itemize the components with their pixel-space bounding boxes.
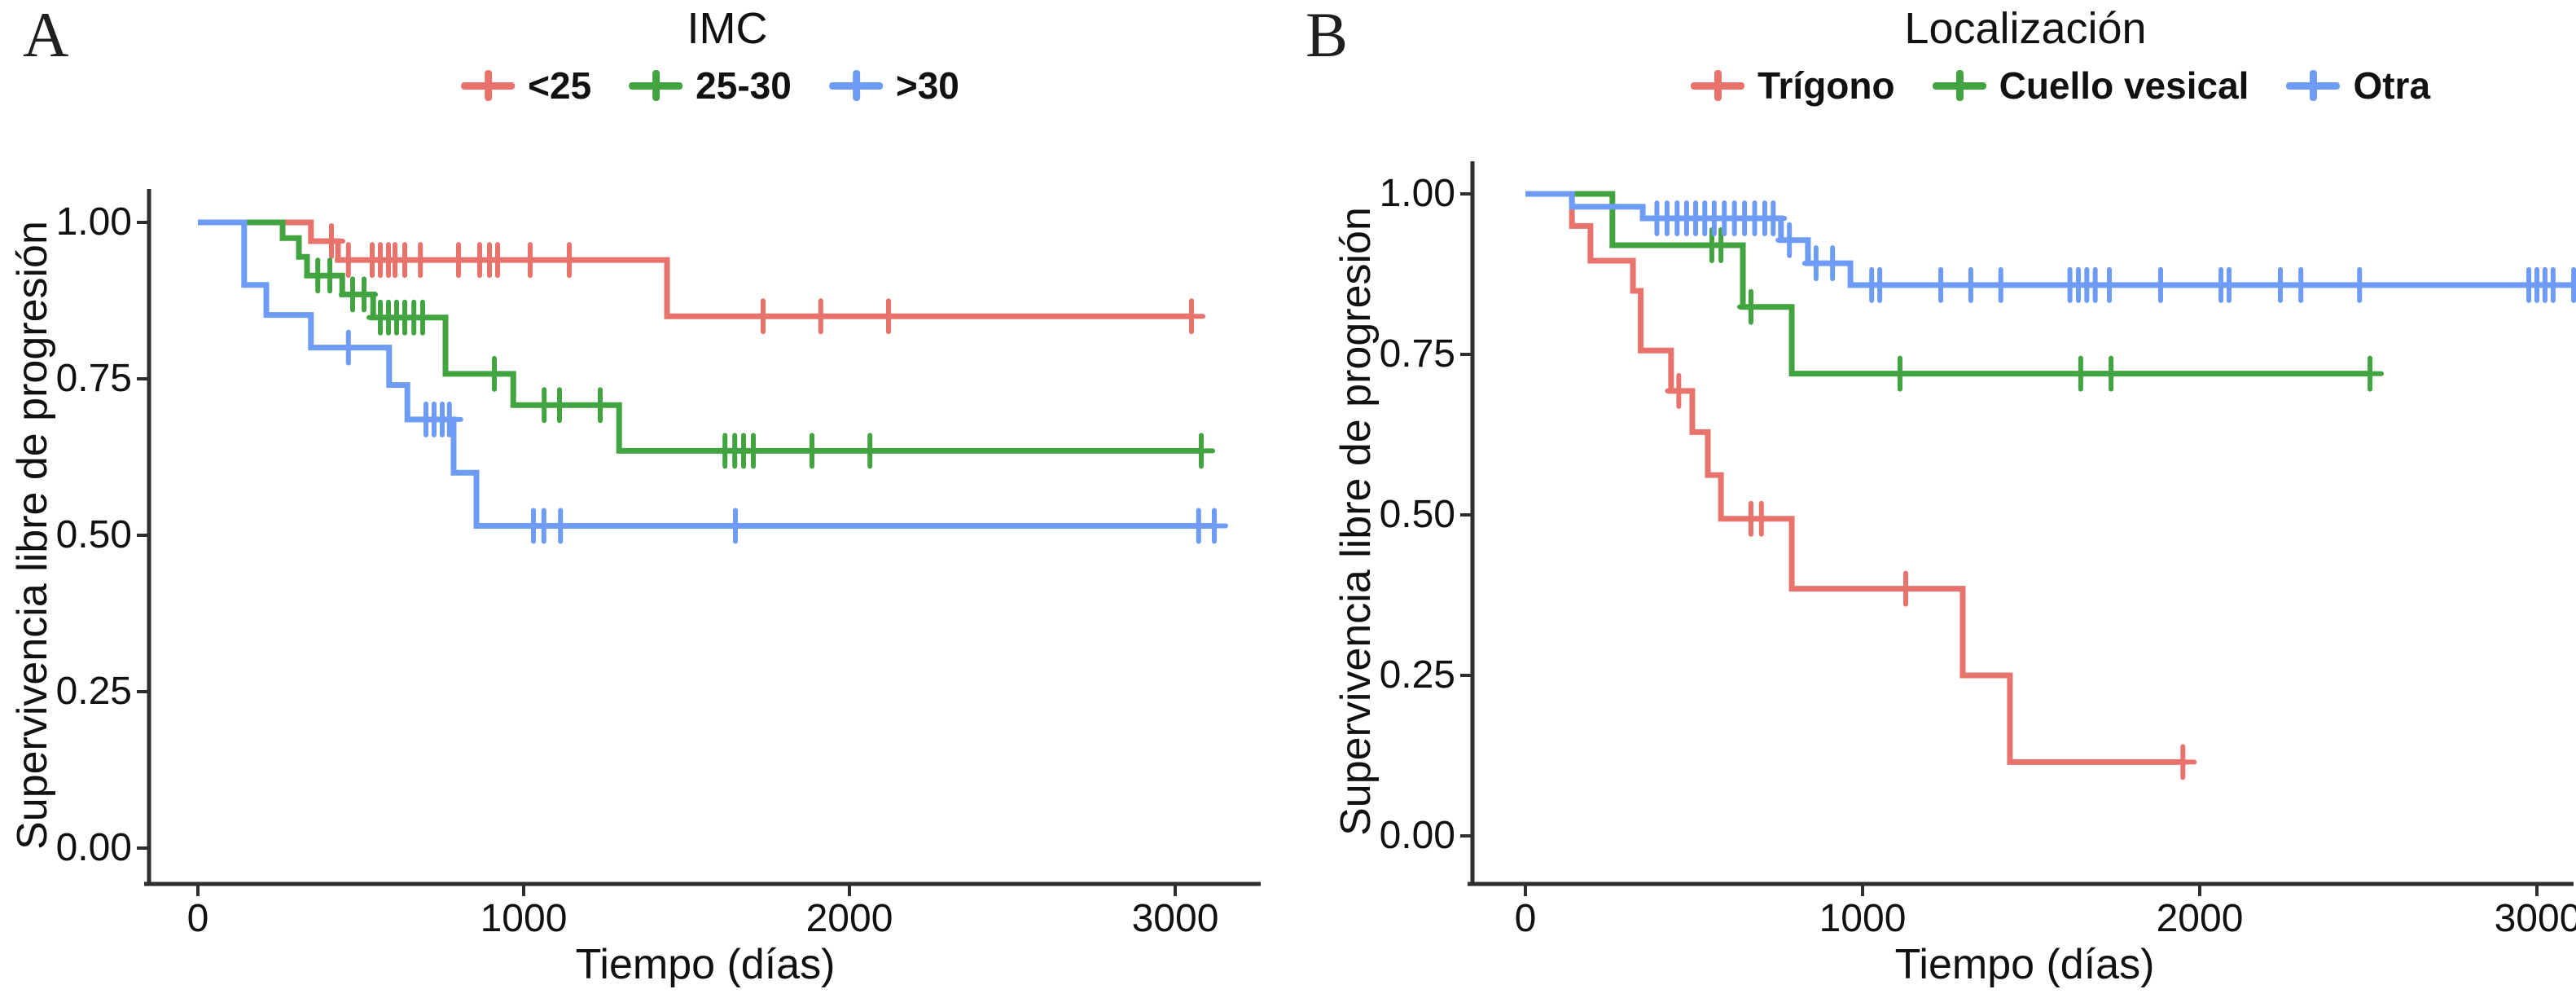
- panel-a-legend: <25 25-30 >30: [461, 67, 959, 104]
- km-censor-marks-Trígono: [1665, 372, 2197, 780]
- y-tick-label: 1.00: [1379, 172, 1455, 215]
- panel-a-xlabel: Tiempo (días): [575, 941, 836, 988]
- x-tick-label: 0: [187, 897, 209, 940]
- y-tick-label: 0.50: [1379, 493, 1455, 536]
- y-tick-label: 0.75: [55, 357, 132, 400]
- y-tick-label: 0.25: [1379, 653, 1455, 697]
- y-tick-label: 0.00: [1379, 814, 1455, 857]
- y-tick-label: 0.00: [55, 826, 132, 869]
- km-curve->30: [198, 219, 1214, 529]
- km-key-icon: [461, 69, 516, 102]
- legend-label: <25: [528, 64, 592, 107]
- y-tick-label: 0.50: [55, 513, 132, 556]
- legend-label: Otra: [2353, 64, 2431, 107]
- legend-item: <25: [461, 67, 591, 104]
- km-key-icon: [1690, 69, 1744, 102]
- legend-item: >30: [828, 64, 959, 107]
- x-tick-label: 2000: [2156, 897, 2244, 940]
- km-curve-Otra: [1525, 191, 2574, 288]
- x-tick-label: 2000: [805, 897, 893, 940]
- panel-a-title: IMC: [687, 4, 768, 53]
- panel-b-xlabel: Tiempo (días): [1894, 941, 2155, 988]
- km-key-icon: [828, 69, 883, 102]
- km-censor-marks-Otra: [1643, 200, 2576, 303]
- y-tick-label: 0.25: [55, 670, 132, 713]
- x-tick-label: 3000: [2494, 897, 2576, 940]
- panel-b-legend: Trígono Cuello vesical Otra: [1690, 64, 2430, 107]
- km-censor-marks->30: [334, 329, 1228, 544]
- km-censor-marks-<25: [318, 223, 1205, 335]
- km-curve-Trígono: [1525, 191, 2183, 765]
- km-curve-<25: [198, 219, 1191, 319]
- y-tick-label: 0.75: [1379, 332, 1455, 376]
- legend-item: Otra: [2286, 67, 2430, 104]
- legend-label: >30: [895, 64, 959, 107]
- x-tick-label: 0: [1514, 897, 1537, 940]
- km-key-icon: [2286, 69, 2341, 102]
- panel-a-letter: A: [23, 0, 69, 70]
- y-tick-label: 1.00: [55, 200, 132, 244]
- km-censor-marks-Cuello vesical: [1697, 227, 2385, 392]
- legend-item: Trígono: [1690, 64, 1895, 107]
- legend-label: 25-30: [696, 64, 792, 107]
- x-tick-label: 3000: [1131, 897, 1219, 940]
- km-key-icon: [629, 69, 683, 102]
- panel-b-title: Localización: [1904, 4, 2147, 53]
- legend-item: Cuello vesical: [1932, 64, 2249, 107]
- panel-b-letter: B: [1306, 0, 1349, 70]
- legend-label: Cuello vesical: [1999, 64, 2249, 107]
- legend-item: 25-30: [629, 67, 792, 104]
- x-tick-label: 1000: [1819, 897, 1907, 940]
- km-censor-marks-25-30: [304, 257, 1215, 469]
- x-tick-label: 1000: [480, 897, 568, 940]
- km-key-icon: [1932, 69, 1986, 102]
- legend-label: Trígono: [1757, 64, 1895, 107]
- km-curve-Cuello vesical: [1525, 191, 2371, 377]
